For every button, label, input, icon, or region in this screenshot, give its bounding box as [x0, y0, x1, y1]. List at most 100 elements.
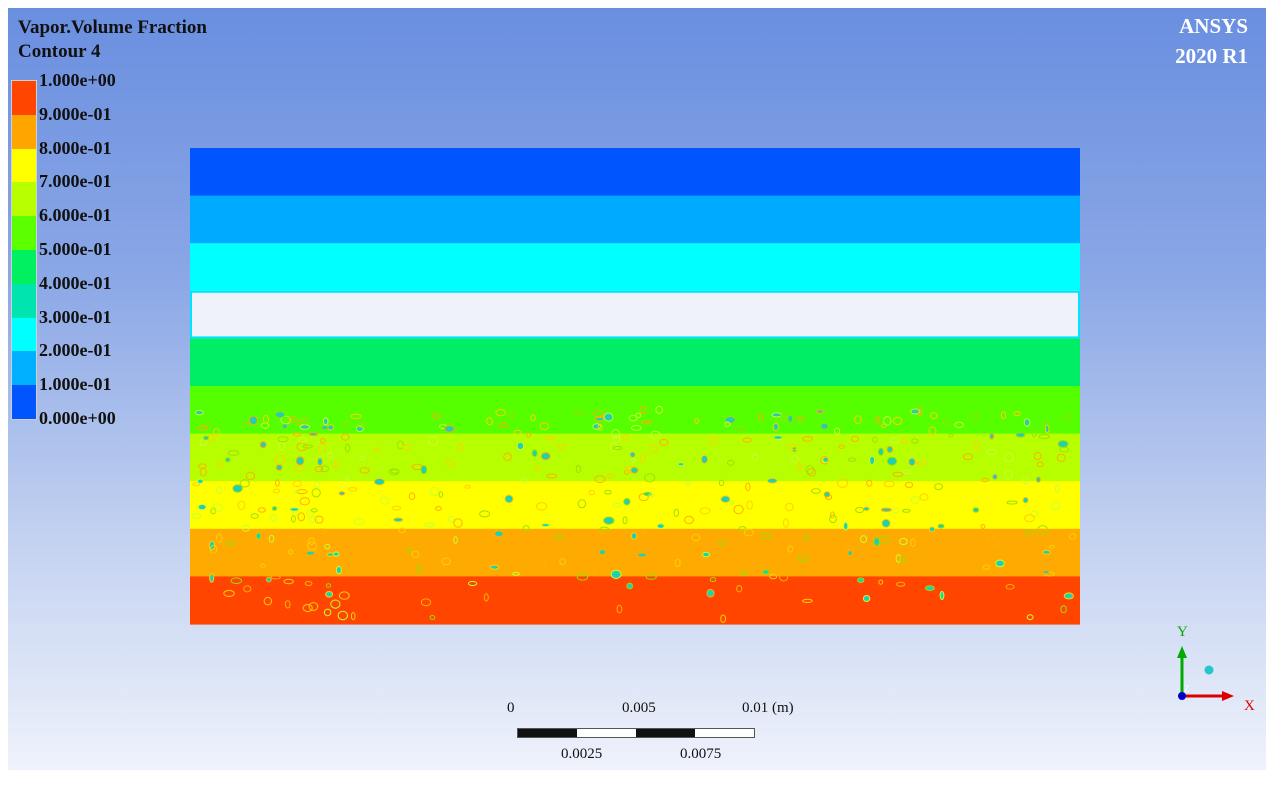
bubble-contours — [191, 405, 1077, 623]
bubble-ring — [338, 591, 350, 600]
bubble-ring — [213, 428, 220, 437]
bubble-ring — [742, 437, 752, 443]
bubble-ring — [655, 405, 664, 414]
bubble-ring — [479, 510, 491, 518]
bubble-ring — [892, 416, 903, 425]
bubble-ring — [265, 576, 272, 583]
legend-swatch — [12, 182, 36, 217]
z-axis-dot — [1178, 692, 1186, 700]
bubble-ring — [892, 471, 904, 478]
bubble-ring — [428, 436, 439, 446]
bubble-ring — [1000, 411, 1007, 420]
bubble-ring — [516, 441, 525, 451]
axis-triad-graphic: Z — [1177, 646, 1234, 701]
bubble-ring — [1013, 411, 1021, 417]
bubble-ring — [232, 484, 243, 493]
bubble-ring — [1006, 500, 1018, 505]
bubble-ring — [223, 589, 235, 597]
bubble-ring — [314, 466, 324, 473]
contour-band — [190, 481, 1080, 530]
bubble-ring — [1068, 533, 1077, 540]
bubble-ring — [738, 526, 747, 532]
bubble-ring — [322, 417, 329, 426]
scale-label-0-005: 0.005 — [622, 700, 656, 716]
bubble-ring — [908, 457, 916, 467]
contour-band — [190, 433, 1080, 482]
bubble-ring — [820, 422, 829, 430]
bubble-ring — [911, 438, 919, 444]
bubble-ring — [928, 526, 936, 533]
bubble-ring — [797, 415, 805, 423]
bubble-ring — [603, 412, 614, 422]
bubble-ring — [910, 538, 916, 547]
bubble-ring — [266, 547, 275, 554]
bubble-ring — [203, 435, 209, 441]
legend-label: 3.000e-01 — [39, 306, 112, 327]
scale-label-0: 0 — [507, 700, 515, 716]
bubble-ring — [429, 486, 440, 497]
bubble-ring — [787, 545, 794, 553]
bubble-ring — [628, 414, 638, 422]
bubble-ring — [899, 555, 907, 563]
bubble-ring — [508, 411, 516, 420]
bubble-ring — [302, 604, 313, 612]
graphics-viewport[interactable]: Vapor.Volume Fraction Contour 4 ANSYS 20… — [8, 8, 1266, 770]
bubble-ring — [734, 426, 746, 432]
axis-triad[interactable]: Z Y X — [1168, 624, 1258, 718]
bubble-ring — [877, 447, 884, 456]
bubble-ring — [373, 477, 385, 486]
bubble-ring — [271, 506, 278, 511]
bubble-ring — [241, 524, 250, 532]
bubble-ring — [720, 614, 726, 623]
bubble-ring — [298, 437, 308, 443]
bubble-ring — [771, 412, 782, 418]
contour-plot[interactable] — [190, 148, 1080, 628]
bubble-ring — [599, 526, 610, 532]
bubble-ring — [991, 473, 999, 481]
bubble-ring — [301, 416, 310, 425]
bubble-ring — [1055, 484, 1060, 493]
bubble-ring — [727, 459, 735, 466]
bubble-ring — [917, 407, 923, 417]
bubble-ring — [989, 433, 995, 440]
bubble-ring — [1026, 614, 1034, 621]
legend-label: 9.000e-01 — [39, 103, 112, 124]
bubble-ring — [311, 488, 321, 498]
bubble-ring — [674, 558, 681, 567]
bubble-ring — [316, 457, 324, 467]
bubble-ring — [1033, 451, 1042, 461]
bubble-ring — [215, 533, 223, 543]
bubble-ring — [393, 517, 404, 523]
bubble-ring — [275, 464, 283, 471]
bubble-ring — [848, 457, 857, 462]
light-band-outline — [190, 290, 1080, 339]
bubble-ring — [1038, 434, 1050, 440]
bubble-ring — [802, 436, 813, 442]
legend-swatch — [12, 114, 36, 149]
bubble-ring — [630, 532, 638, 540]
bubble-ring — [844, 546, 855, 550]
bubble-ring — [791, 455, 799, 463]
bubble-ring — [192, 482, 200, 487]
bubble-ring — [588, 489, 595, 496]
rotation-center-dot — [1204, 665, 1214, 675]
bubble-ring — [196, 478, 204, 484]
bubble-ring — [910, 495, 920, 504]
legend-label: 8.000e-01 — [39, 137, 112, 158]
bubble-ring — [597, 424, 603, 431]
bubble-ring — [733, 504, 744, 515]
bubble-ring — [843, 521, 849, 531]
bubble-ring — [694, 418, 700, 424]
bubble-ring — [314, 515, 324, 524]
bubble-ring — [948, 433, 954, 438]
bubble-ring — [820, 456, 829, 465]
bubble-ring — [295, 456, 305, 466]
bubble-ring — [504, 494, 514, 504]
bubble-ring — [937, 523, 945, 529]
bubble-ring — [359, 467, 370, 474]
bubble-ring — [197, 503, 207, 511]
brand-name: ANSYS — [1179, 14, 1248, 38]
bubble-ring — [274, 455, 286, 465]
bubble-ring — [1049, 544, 1055, 549]
bubble-ring — [288, 415, 297, 423]
